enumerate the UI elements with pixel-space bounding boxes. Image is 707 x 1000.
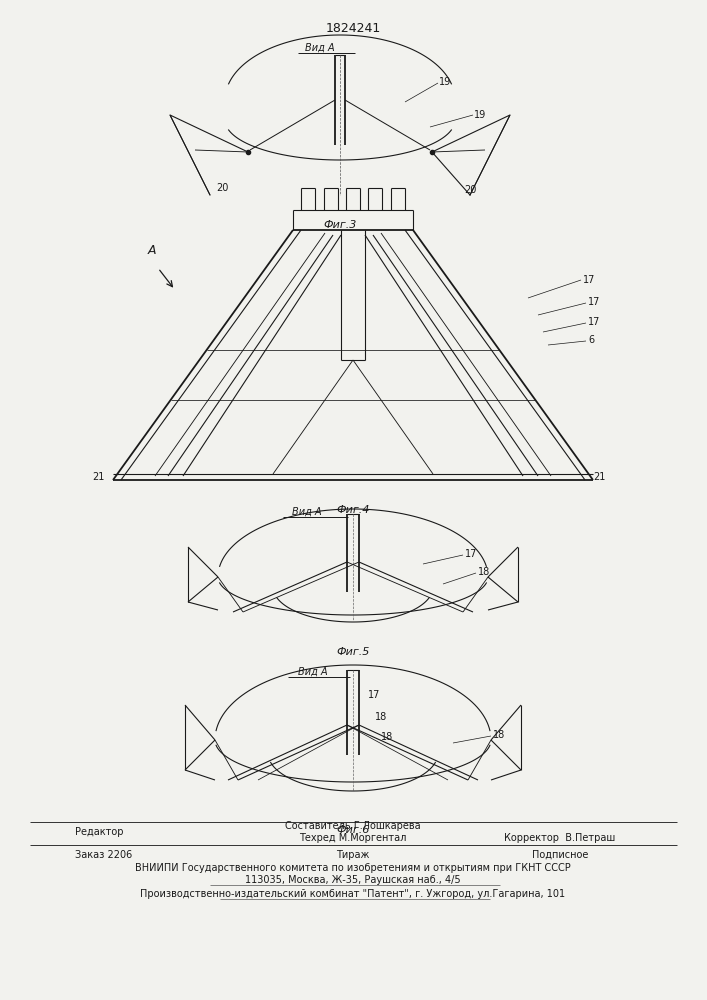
Text: Корректор  В.Петраш: Корректор В.Петраш bbox=[504, 833, 616, 843]
Text: 20: 20 bbox=[216, 183, 228, 193]
Text: 18: 18 bbox=[381, 732, 393, 742]
Text: Вид А: Вид А bbox=[298, 667, 328, 677]
Text: 19: 19 bbox=[439, 77, 451, 87]
Text: А: А bbox=[148, 243, 156, 256]
Text: 21: 21 bbox=[593, 472, 605, 482]
Text: Фиг.6: Фиг.6 bbox=[337, 825, 370, 835]
Text: 19: 19 bbox=[474, 110, 486, 120]
Text: 17: 17 bbox=[368, 690, 380, 700]
Text: Вид А: Вид А bbox=[305, 43, 335, 53]
Text: Фиг.3: Фиг.3 bbox=[323, 220, 357, 230]
Text: 18: 18 bbox=[375, 712, 387, 722]
Text: 6: 6 bbox=[588, 335, 594, 345]
Text: Вид А: Вид А bbox=[292, 507, 322, 517]
Text: 21: 21 bbox=[93, 472, 105, 482]
Text: 17: 17 bbox=[583, 275, 595, 285]
Text: 20: 20 bbox=[464, 185, 477, 195]
Text: Заказ 2206: Заказ 2206 bbox=[75, 850, 132, 860]
Text: 18: 18 bbox=[493, 730, 506, 740]
Text: 17: 17 bbox=[588, 317, 600, 327]
Text: 17: 17 bbox=[465, 549, 477, 559]
Text: Тираж: Тираж bbox=[337, 850, 370, 860]
Text: 113035, Москва, Ж-35, Раушская наб., 4/5: 113035, Москва, Ж-35, Раушская наб., 4/5 bbox=[245, 875, 461, 885]
Text: Фиг.4: Фиг.4 bbox=[337, 505, 370, 515]
Text: Составитель Г.Лошкарева: Составитель Г.Лошкарева bbox=[285, 821, 421, 831]
Text: Подписное: Подписное bbox=[532, 850, 588, 860]
Text: Производственно-издательский комбинат "Патент", г. Ужгород, ул.Гагарина, 101: Производственно-издательский комбинат "П… bbox=[141, 889, 566, 899]
Text: Фиг.5: Фиг.5 bbox=[337, 647, 370, 657]
Text: ВНИИПИ Государственного комитета по изобретениям и открытиям при ГКНТ СССР: ВНИИПИ Государственного комитета по изоб… bbox=[135, 863, 571, 873]
Text: 18: 18 bbox=[478, 567, 490, 577]
Text: Техред М.Моргентал: Техред М.Моргентал bbox=[299, 833, 407, 843]
Text: 1824241: 1824241 bbox=[325, 21, 380, 34]
Text: Редактор: Редактор bbox=[75, 827, 124, 837]
Text: 17: 17 bbox=[588, 297, 600, 307]
